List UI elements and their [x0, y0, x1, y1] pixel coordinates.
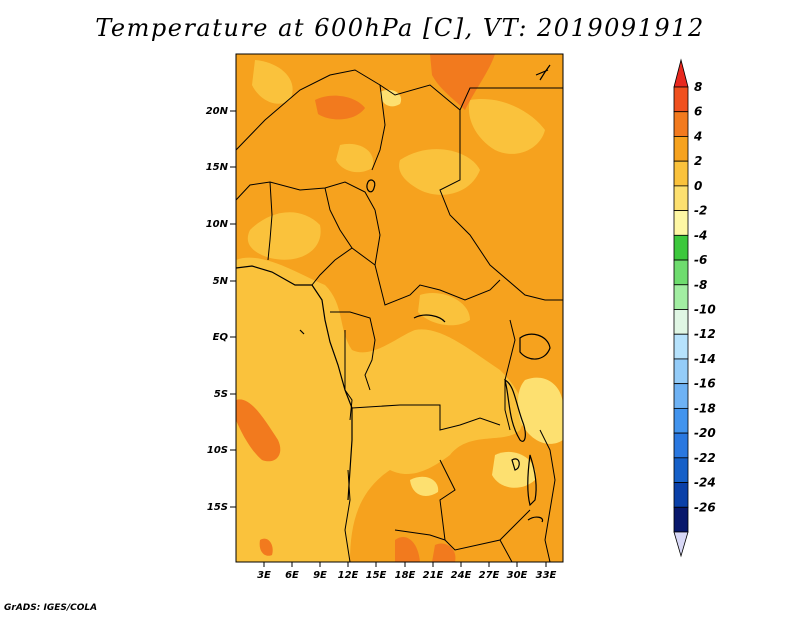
- lon-label: 30E: [507, 570, 528, 581]
- lon-label: 6E: [285, 570, 299, 581]
- colorbar-label: -14: [694, 352, 716, 366]
- colorbar-swatch: [673, 506, 689, 533]
- lon-label: 9E: [313, 570, 327, 581]
- lon-label: 21E: [423, 570, 444, 581]
- colorbar-label: 4: [693, 129, 702, 143]
- colorbar-label: 2: [694, 154, 702, 168]
- lon-label: 18E: [395, 570, 416, 581]
- country-borders: [236, 69, 563, 562]
- colorbar-swatch: [673, 136, 689, 162]
- colorbar-swatch: [673, 111, 689, 137]
- lon-label: 3E: [257, 570, 271, 581]
- colorbar-label: -20: [694, 426, 716, 440]
- colorbar-swatch: [673, 383, 689, 409]
- lat-label: 20N: [206, 106, 229, 117]
- colorbar-label: -4: [694, 228, 707, 242]
- lat-label: 10N: [206, 219, 229, 230]
- lat-axis: 20N 15N 10N 5N EQ 5S 10S 15S: [206, 106, 236, 513]
- colorbar-swatch: [673, 358, 689, 385]
- colorbar-swatch: [673, 160, 689, 187]
- colorbar-label: 8: [694, 80, 702, 94]
- lat-label: 10S: [207, 445, 228, 456]
- colorbar-swatch: [673, 234, 689, 261]
- lon-label: 12E: [338, 570, 359, 581]
- lon-label: 24E: [451, 570, 472, 581]
- colorbar-label: 6: [694, 105, 702, 119]
- colorbar-swatch: [673, 86, 689, 113]
- colorbar-label: -10: [694, 303, 716, 317]
- lat-label: 15N: [206, 162, 229, 173]
- lat-label: EQ: [213, 332, 229, 343]
- lat-label: 5S: [214, 389, 228, 400]
- colorbar-label: 0: [694, 179, 702, 193]
- lat-label: 5N: [213, 276, 229, 287]
- colorbar-label: -16: [694, 377, 716, 391]
- colorbar-label: -8: [694, 278, 707, 292]
- colorbar-swatch: [673, 333, 689, 360]
- lon-label: 27E: [479, 570, 500, 581]
- colorbar-swatch: [673, 309, 689, 335]
- coastlines: [236, 64, 551, 523]
- lon-label: 33E: [536, 570, 557, 581]
- colorbar-swatch: [673, 482, 689, 508]
- colorbar-swatch: [673, 284, 689, 310]
- colorbar: 8 6 4 2 0 -2 -4 -6 -8 -10 -12 -14 -16 -18 -20 -22 -24 -26: [673, 58, 716, 558]
- grads-credit: GrADS: IGES/COLA: [4, 603, 98, 613]
- colorbar-label: -26: [694, 500, 716, 514]
- temperature-field: [236, 54, 563, 562]
- colorbar-label: -2: [694, 204, 707, 218]
- colorbar-swatch: [673, 185, 689, 212]
- colorbar-label: -6: [694, 253, 707, 267]
- colorbar-label: -12: [694, 327, 716, 341]
- colorbar-swatch: [673, 457, 689, 483]
- chart-title: Temperature at 600hPa [C], VT: 201909191…: [95, 14, 705, 42]
- colorbar-swatch: [673, 210, 689, 236]
- colorbar-swatch: [673, 432, 689, 459]
- colorbar-label: -24: [694, 476, 716, 490]
- lat-label: 15S: [207, 502, 228, 513]
- colorbar-label: -22: [694, 451, 716, 465]
- colorbar-bottom-triangle: [673, 531, 689, 558]
- colorbar-swatch: [673, 259, 689, 286]
- lon-label: 15E: [366, 570, 387, 581]
- colorbar-swatch: [673, 407, 689, 434]
- colorbar-label: -18: [694, 401, 716, 415]
- colorbar-top-triangle: [673, 58, 689, 88]
- map-frame: [235, 53, 564, 563]
- lon-axis: 3E 6E 9E 12E 15E 18E 21E 24E 27E 30E 33E: [257, 562, 557, 581]
